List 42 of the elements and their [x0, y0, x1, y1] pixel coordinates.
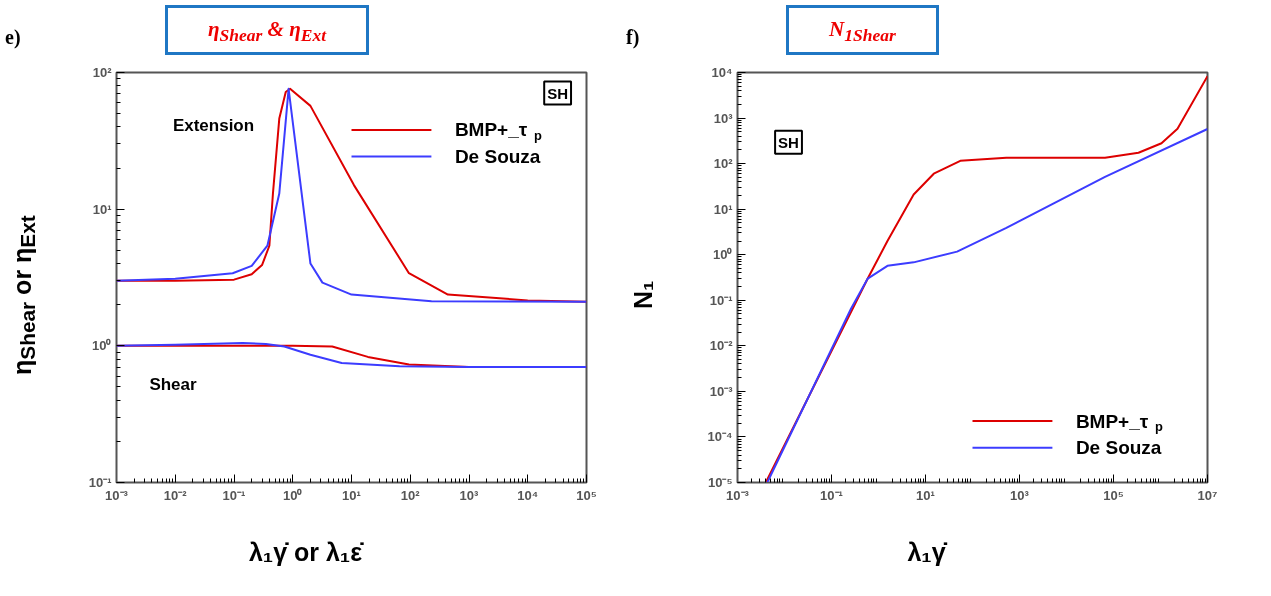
- annotation: Extension: [172, 116, 255, 136]
- chart-title: N$_{1Shear}$: [829, 16, 896, 48]
- text: e): [5, 25, 21, 50]
- y-tick-label: 10²: [92, 65, 113, 80]
- x-tick-label: 10¹: [916, 487, 935, 503]
- x-tick-label: 10⁻¹: [222, 487, 246, 503]
- y-tick-label: 10⁻²: [709, 338, 734, 354]
- y-tick-label: 10⁻¹: [88, 475, 112, 490]
- y-tick-label: 10³: [713, 110, 734, 126]
- x-tick-label: 10⁻³: [105, 487, 129, 503]
- legend-label: De Souza: [1075, 437, 1162, 459]
- y-tick-label: 10¹: [92, 201, 112, 217]
- y-tick-label: 10⁰: [92, 338, 112, 354]
- x-axis-title: λ₁γ̇: [907, 537, 946, 568]
- x-tick-label: 10⁻³: [726, 487, 750, 503]
- annotation: SH: [778, 133, 799, 151]
- y-tick-label: 10⁻³: [709, 383, 734, 399]
- y-tick-label: 10⁻¹: [709, 292, 733, 308]
- y-tick-label: 10⁻⁵: [707, 475, 733, 490]
- y-tick-label: 10⁰: [713, 247, 733, 263]
- annotation: Shear: [149, 374, 198, 394]
- y-tick-label: 10²: [713, 156, 734, 172]
- x-tick-label: 10¹: [342, 487, 361, 503]
- x-tick-label: 10⁻²: [163, 487, 188, 503]
- x-tick-label: 10⁵: [1103, 487, 1124, 503]
- text: f): [626, 25, 640, 51]
- annotation: SH: [547, 84, 569, 102]
- chart-title: η$_{Shear}$ & η$_{Ext}$: [208, 16, 326, 48]
- y-tick-label: 10⁻⁴: [707, 429, 733, 445]
- y-axis-title: N₁: [628, 280, 658, 310]
- x-axis-title: λ₁γ̇ or λ₁ε̇: [248, 537, 363, 568]
- y-tick-label: 10¹: [713, 201, 733, 217]
- x-tick-label: 10⁴: [517, 487, 539, 503]
- y-tick-label: 10⁴: [711, 65, 733, 80]
- x-tick-label: 10⁻¹: [820, 487, 843, 503]
- x-tick-label: 10⁰: [283, 487, 303, 503]
- x-tick-label: 10⁷: [1197, 487, 1218, 503]
- x-tick-label: 10²: [400, 487, 421, 503]
- x-tick-label: 10³: [459, 487, 480, 503]
- x-tick-label: 10³: [1010, 487, 1030, 503]
- legend-label: De Souza: [454, 146, 541, 168]
- x-tick-label: 10⁵: [576, 487, 597, 503]
